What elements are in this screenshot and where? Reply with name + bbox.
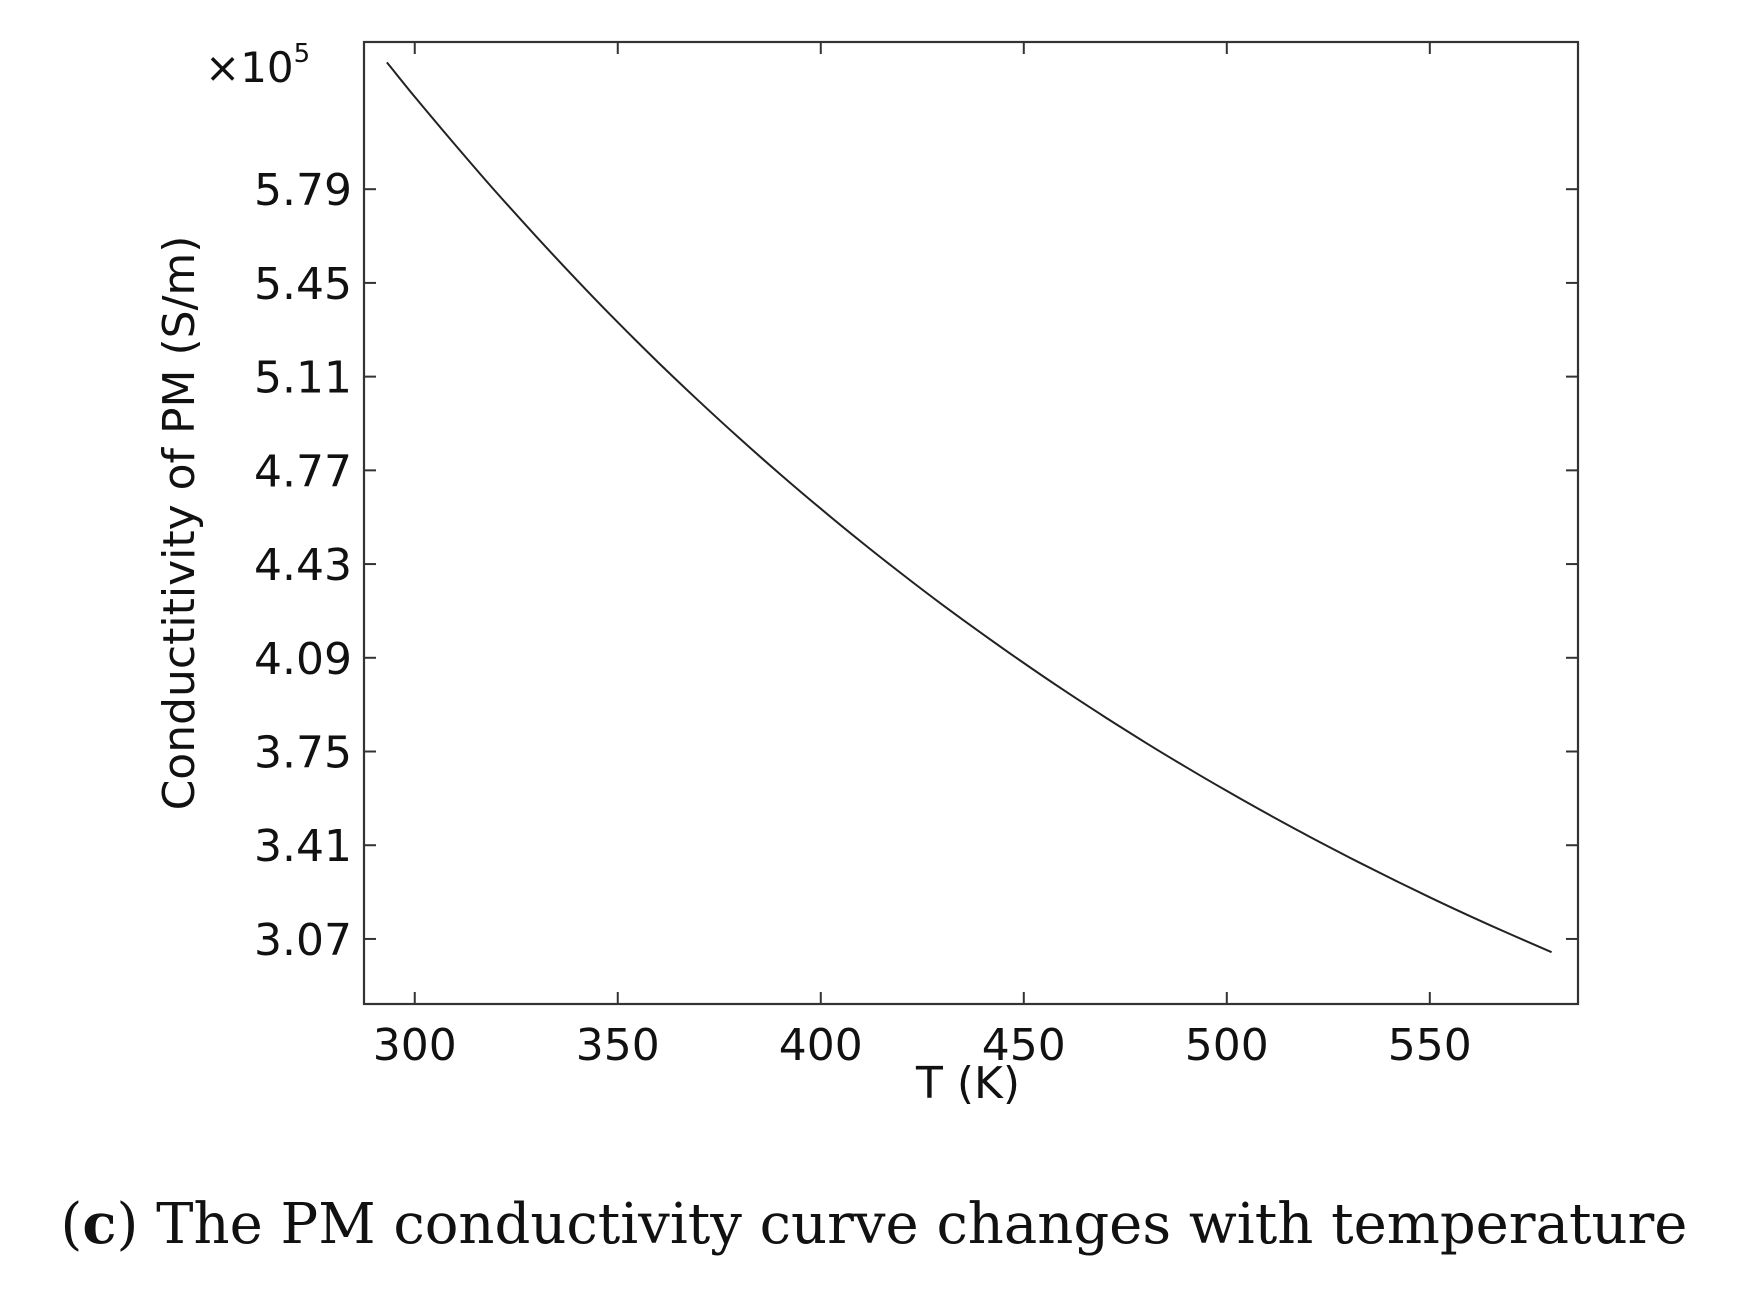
plot-frame xyxy=(362,40,1580,1006)
x-tick-label: 300 xyxy=(373,1020,457,1071)
y-tick-label: 5.45 xyxy=(254,259,352,310)
y-tick-label: 4.09 xyxy=(254,634,352,685)
y-tick-label: 4.43 xyxy=(254,540,352,591)
x-tick-label: 550 xyxy=(1388,1020,1472,1071)
conductivity-series-line xyxy=(386,61,1553,954)
y-axis-title: Conductitivity of PM (S/m) xyxy=(154,236,205,811)
x-tick-label: 400 xyxy=(779,1020,863,1071)
x-tick-label: 500 xyxy=(1185,1020,1269,1071)
x-axis-ticks: 300 350 400 450 500 550 xyxy=(373,42,1472,1071)
caption-text: ) The PM conductivity curve changes with… xyxy=(116,1192,1688,1257)
y-tick-label: 3.07 xyxy=(254,915,352,966)
y-axis-ticks: 3.07 3.41 3.75 4.09 4.43 4.77 5.11 5.45 5.79 xyxy=(254,165,1578,966)
y-tick-label: 4.77 xyxy=(254,446,352,497)
caption-prefix: ( xyxy=(60,1192,83,1257)
x-tick-label: 450 xyxy=(982,1020,1066,1071)
y-axis-multiplier: ×105 xyxy=(205,39,310,92)
y-tick-label: 3.41 xyxy=(254,821,352,872)
figure-caption: (c) The PM conductivity curve changes wi… xyxy=(0,1196,1748,1253)
y-tick-label: 5.79 xyxy=(254,165,352,216)
conductivity-chart: 3.07 3.41 3.75 4.09 4.43 4.77 5.11 5.45 5.79 300… xyxy=(154,39,1580,1109)
caption-letter: c xyxy=(82,1191,117,1257)
x-tick-label: 350 xyxy=(576,1020,660,1071)
y-tick-label: 5.11 xyxy=(254,353,352,404)
x-axis-title: T (K) xyxy=(915,1058,1020,1109)
y-tick-label: 3.75 xyxy=(254,728,352,779)
